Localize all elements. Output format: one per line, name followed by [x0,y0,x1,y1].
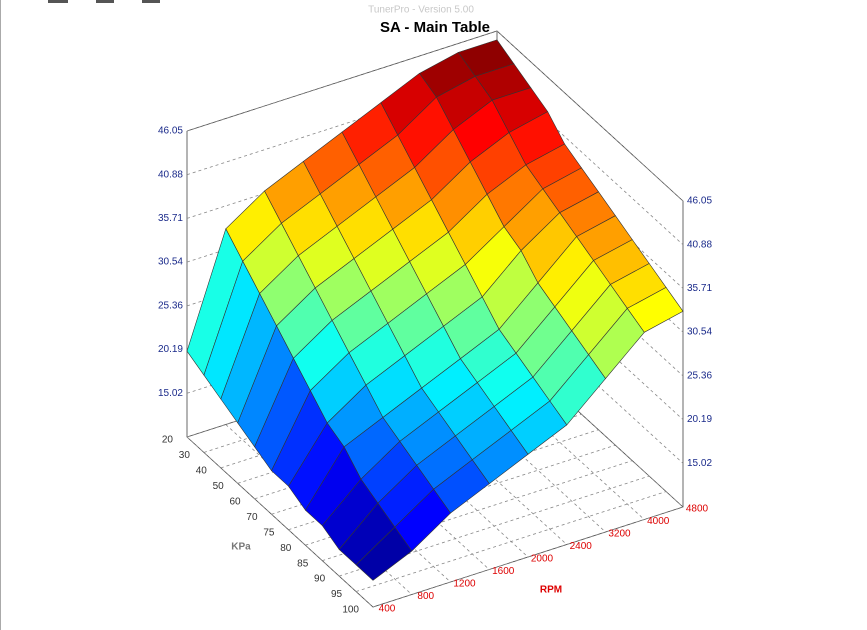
toolbar-stub [48,0,68,3]
toolbar-stub [142,0,160,3]
y-tick-label: 400 [379,604,396,615]
y-tick-label: 2400 [570,541,593,552]
y-tick-label: 3200 [608,529,631,540]
y-tick-label: 2000 [531,554,554,565]
x-tick-label: 70 [246,512,258,523]
z-tick-label: 30.54 [687,327,712,338]
x-axis-label: KPa [231,542,251,553]
z-tick-label: 30.54 [158,257,183,268]
y-tick-label: 1200 [453,579,476,590]
z-tick-label: 15.02 [158,388,183,399]
y-tick-label: 4000 [647,516,670,527]
y-tick-label: 4800 [686,504,709,515]
chart-title: SA - Main Table [380,19,490,36]
window-title: TunerPro - Version 5.00 [368,5,474,16]
z-tick-label: 25.36 [687,371,712,382]
surface-cell [355,526,413,581]
z-tick-label: 20.19 [687,414,712,425]
x-tick-label: 90 [314,574,326,585]
z-tick-label: 46.05 [158,126,183,137]
z-tick-label: 40.88 [158,169,183,180]
z-tick-label: 15.02 [687,458,712,469]
x-tick-label: 50 [213,481,225,492]
z-tick-label: 35.71 [687,283,712,294]
x-tick-label: 85 [297,558,309,569]
x-tick-label: 95 [331,589,343,600]
y-tick-label: 800 [417,591,434,602]
z-tick-label: 46.05 [687,196,712,207]
y-axis-label: RPM [540,585,562,596]
toolbar-stub [96,0,114,3]
z-tick-label: 20.19 [158,344,183,355]
x-tick-label: 40 [196,466,208,477]
x-tick-label: 20 [162,435,174,446]
x-tick-label: 75 [263,527,275,538]
y-tick-label: 1600 [492,566,515,577]
z-tick-label: 25.36 [158,301,183,312]
z-tick-label: 40.88 [687,239,712,250]
floor-grid-line [372,506,684,608]
z-tick-label: 35.71 [158,213,183,224]
x-tick-label: 100 [342,605,359,616]
x-tick-label: 80 [280,543,292,554]
x-tick-label: 30 [179,450,191,461]
x-tick-label: 60 [230,496,242,507]
grid-line [186,30,684,202]
